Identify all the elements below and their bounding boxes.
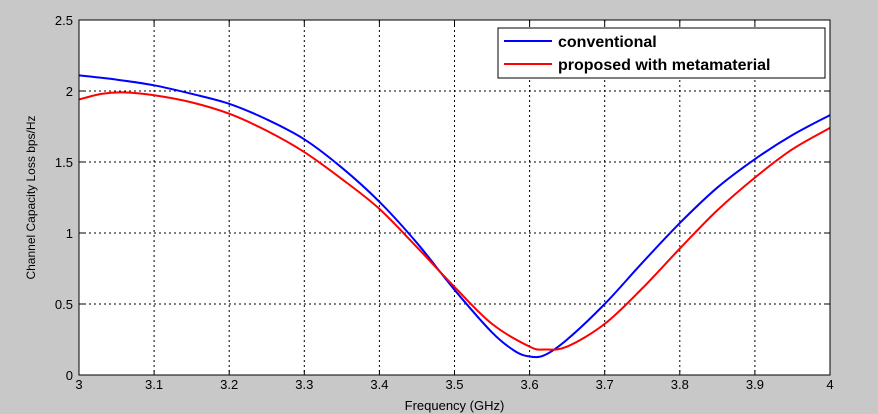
y-tick-label: 0.5 [55,297,73,312]
x-tick-label: 3.8 [671,377,689,392]
y-tick-label: 1 [66,226,73,241]
x-tick-label: 3.3 [295,377,313,392]
y-tick-label: 0 [66,368,73,383]
x-tick-label: 3.1 [145,377,163,392]
plot-frame [78,19,831,376]
series-lines [78,74,831,359]
legend-label-conventional: conventional [558,34,657,51]
x-tick-label: 3 [75,377,82,392]
y-tick-label: 1.5 [55,155,73,170]
x-tick-label: 3.2 [220,377,238,392]
y-tick-label: 2 [66,84,73,99]
legend-box [497,27,826,79]
x-tick-label: 3.7 [596,377,614,392]
series-line-conventional [78,74,831,359]
y-axis-label: Channel Capacity Loss bps/Hz [24,115,38,279]
x-tick-label: 3.6 [521,377,539,392]
y-tick-label: 2.5 [55,13,73,28]
x-tick-label: 3.9 [746,377,764,392]
legend: conventional proposed with metamaterial [497,27,826,79]
axis-ticks: 3 3.1 3.2 3.3 3.4 3.5 3.6 3.7 3.8 3.9 4 0 0.5 1 1.5 2 2.… [55,13,834,392]
legend-label-proposed: proposed with metamaterial [558,57,771,74]
x-tick-label: 3.4 [370,377,388,392]
x-tick-label: 4 [826,377,833,392]
grid-lines [79,20,830,375]
x-axis-label: Frequency (GHz) [405,398,505,413]
series-line-proposed-with-metamaterial [78,91,831,351]
x-tick-label: 3.5 [445,377,463,392]
